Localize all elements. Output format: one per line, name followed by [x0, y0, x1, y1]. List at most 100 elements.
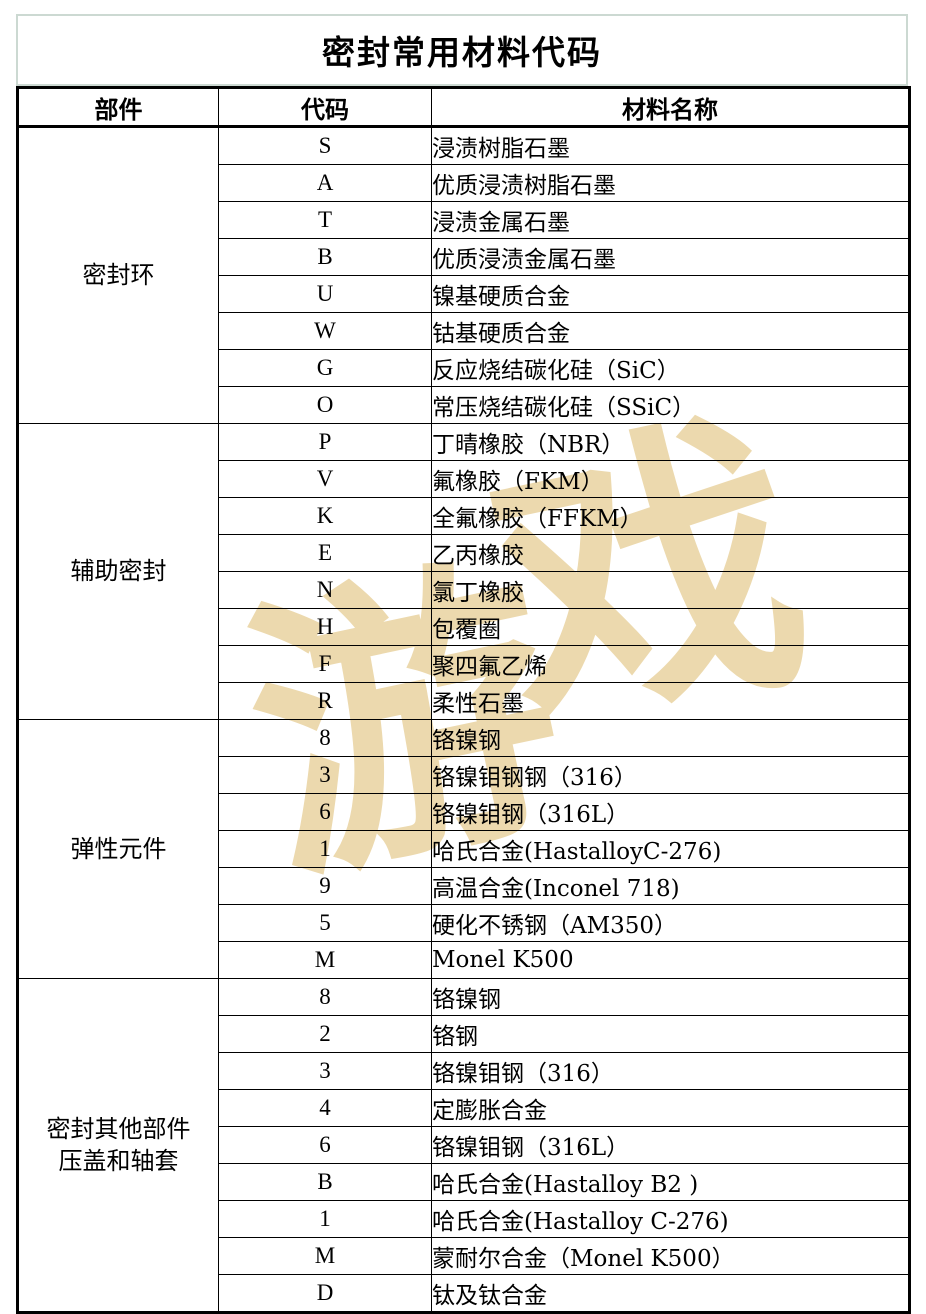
- material-name-cell: 丁晴橡胶（NBR）: [431, 423, 910, 461]
- part-cell: 弹性元件: [17, 719, 219, 979]
- material-name-cell: 铬镍钼钢钢（316）: [431, 756, 910, 794]
- code-cell: H: [218, 608, 432, 646]
- table-row: M 蒙耐尔合金（Monel K500）: [18, 1237, 910, 1275]
- material-name-cell: 全氟橡胶（FFKM）: [431, 497, 910, 535]
- code-cell: 1: [218, 830, 432, 868]
- material-name-cell: 浸渍金属石墨: [431, 201, 910, 239]
- table-row: M Monel K500: [18, 941, 910, 979]
- header-code: 代码: [218, 87, 432, 128]
- code-cell: 3: [218, 1052, 432, 1090]
- table-row: 辅助密封 P 丁晴橡胶（NBR）: [17, 423, 910, 720]
- table-row: T 浸渍金属石墨: [18, 201, 910, 239]
- material-name-cell: 优质浸渍树脂石墨: [431, 164, 910, 202]
- table-body: 密封环 S 浸渍树脂石墨 A 优质浸渍树脂石墨 T 浸渍金属石墨 B 优质浸渍金属石墨 U 镍基硬质…: [17, 126, 910, 1313]
- material-name-cell: 反应烧结碳化硅（SiC）: [431, 349, 910, 387]
- material-name-cell: 哈氏合金(HastalloyC-276): [431, 830, 910, 868]
- table-header: 部件 代码 材料名称: [17, 87, 910, 128]
- material-name-cell: 铬镍钢: [431, 719, 910, 757]
- table-row: B 优质浸渍金属石墨: [18, 238, 910, 276]
- material-name-cell: 哈氏合金(Hastalloy B2 ): [431, 1163, 910, 1201]
- table-row: 6 铬镍钼钢（316L）: [18, 793, 910, 831]
- table-row: 5 硬化不锈钢（AM350）: [18, 904, 910, 942]
- code-cell: 3: [218, 756, 432, 794]
- table-row: N 氯丁橡胶: [18, 571, 910, 609]
- material-name-cell: 铬钢: [431, 1015, 910, 1053]
- material-name-cell: 包覆圈: [431, 608, 910, 646]
- material-name-cell: Monel K500: [431, 941, 910, 979]
- material-name-cell: 蒙耐尔合金（Monel K500）: [431, 1237, 910, 1275]
- code-cell: N: [218, 571, 432, 609]
- material-name-cell: 铬镍钼钢（316L）: [431, 1126, 910, 1164]
- table-row: B 哈氏合金(Hastalloy B2 ): [18, 1163, 910, 1201]
- code-cell: B: [218, 1163, 432, 1201]
- material-name-cell: 镍基硬质合金: [431, 275, 910, 313]
- table-row: 1 哈氏合金(HastalloyC-276): [18, 830, 910, 868]
- material-name-cell: 聚四氟乙烯: [431, 645, 910, 683]
- material-name-cell: 铬镍钼钢（316L）: [431, 793, 910, 831]
- code-cell: M: [218, 941, 432, 979]
- table-row: 9 高温合金(Inconel 718): [18, 867, 910, 905]
- code-cell: 4: [218, 1089, 432, 1127]
- material-name-cell: 氯丁橡胶: [431, 571, 910, 609]
- code-cell: U: [218, 275, 432, 313]
- material-name-cell: 钴基硬质合金: [431, 312, 910, 350]
- table-row: G 反应烧结碳化硅（SiC）: [18, 349, 910, 387]
- code-cell: B: [218, 238, 432, 276]
- material-name-cell: 乙丙橡胶: [431, 534, 910, 572]
- material-name-cell: 硬化不锈钢（AM350）: [431, 904, 910, 942]
- code-cell: 5: [218, 904, 432, 942]
- table-row: 6 铬镍钼钢（316L）: [18, 1126, 910, 1164]
- code-cell: A: [218, 164, 432, 202]
- part-cell: 密封环: [17, 126, 219, 424]
- page-title: 密封常用材料代码: [322, 33, 602, 72]
- material-name-cell: 哈氏合金(Hastalloy C-276): [431, 1200, 910, 1238]
- table-row: V 氟橡胶（FKM）: [18, 460, 910, 498]
- table-row: H 包覆圈: [18, 608, 910, 646]
- header-part: 部件: [17, 87, 219, 128]
- code-cell: 6: [218, 1126, 432, 1164]
- code-cell: V: [218, 460, 432, 498]
- header-name: 材料名称: [431, 87, 910, 128]
- code-cell: R: [218, 682, 432, 720]
- code-cell: E: [218, 534, 432, 572]
- code-cell: M: [218, 1237, 432, 1275]
- code-cell: T: [218, 201, 432, 239]
- table-row: 弹性元件 8 铬镍钢: [17, 719, 910, 979]
- material-name-cell: 浸渍树脂石墨: [431, 126, 910, 165]
- material-name-cell: 常压烧结碳化硅（SSiC）: [431, 386, 910, 424]
- code-cell: G: [218, 349, 432, 387]
- code-cell: W: [218, 312, 432, 350]
- code-cell: 6: [218, 793, 432, 831]
- code-cell: 2: [218, 1015, 432, 1053]
- code-cell: K: [218, 497, 432, 535]
- code-cell: 8: [218, 719, 432, 757]
- code-cell: 1: [218, 1200, 432, 1238]
- material-code-table: 部件 代码 材料名称 密封环 S 浸渍树脂石墨 A 优质浸渍树脂石墨 T 浸渍金属石墨 B 优质…: [16, 86, 911, 1314]
- code-cell: 8: [218, 978, 432, 1016]
- material-name-cell: 铬镍钢: [431, 978, 910, 1016]
- code-cell: O: [218, 386, 432, 424]
- table-row: K 全氟橡胶（FFKM）: [18, 497, 910, 535]
- code-cell: S: [218, 126, 432, 165]
- table-row: O 常压烧结碳化硅（SSiC）: [18, 386, 910, 424]
- table-row: 密封环 S 浸渍树脂石墨: [17, 126, 910, 424]
- code-cell: F: [218, 645, 432, 683]
- table-row: R 柔性石墨: [18, 682, 910, 720]
- table-row: 4 定膨胀合金: [18, 1089, 910, 1127]
- table-row: A 优质浸渍树脂石墨: [18, 164, 910, 202]
- part-cell: 辅助密封: [17, 423, 219, 720]
- title-box: 密封常用材料代码: [16, 14, 908, 86]
- material-name-cell: 柔性石墨: [431, 682, 910, 720]
- material-name-cell: 定膨胀合金: [431, 1089, 910, 1127]
- material-name-cell: 氟橡胶（FKM）: [431, 460, 910, 498]
- material-name-cell: 铬镍钼钢（316）: [431, 1052, 910, 1090]
- table-row: F 聚四氟乙烯: [18, 645, 910, 683]
- code-cell: 9: [218, 867, 432, 905]
- table-row: E 乙丙橡胶: [18, 534, 910, 572]
- header-row: 部件 代码 材料名称: [17, 87, 910, 128]
- material-name-cell: 高温合金(Inconel 718): [431, 867, 910, 905]
- table-row: 密封其他部件 压盖和轴套 8 铬镍钢: [17, 978, 910, 1313]
- code-cell: P: [218, 423, 432, 461]
- material-name-cell: 优质浸渍金属石墨: [431, 238, 910, 276]
- part-cell: 密封其他部件 压盖和轴套: [17, 978, 219, 1313]
